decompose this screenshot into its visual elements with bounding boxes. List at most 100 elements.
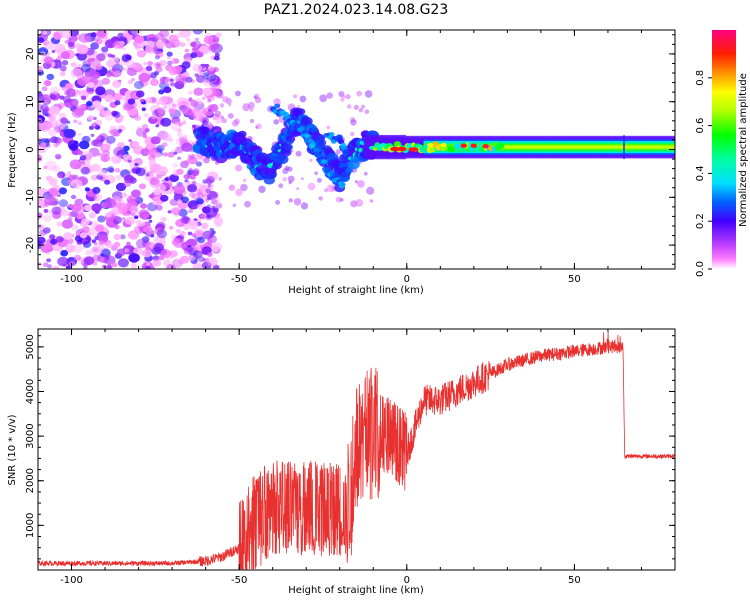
- noise-blob: [148, 219, 153, 223]
- carrier-peak: [470, 143, 477, 148]
- noise-blob: [40, 241, 51, 251]
- noise-blob: [135, 196, 144, 204]
- noise-blob: [79, 155, 87, 161]
- noise-blob: [217, 92, 224, 99]
- noise-blob: [166, 56, 171, 60]
- noise-blob: [242, 103, 251, 112]
- noise-blob: [171, 238, 181, 246]
- noise-blob: [143, 113, 149, 118]
- noise-blob: [190, 52, 198, 59]
- colorbar: 0.0 0.2 0.4 0.6 0.8 Normalized spectral ampl…: [695, 30, 749, 277]
- noise-blob: [72, 244, 84, 253]
- noise-blob: [207, 184, 211, 188]
- noise-blob: [43, 262, 49, 267]
- noise-blob: [349, 131, 355, 137]
- noise-blob: [38, 37, 45, 43]
- noise-blob: [91, 163, 101, 172]
- noise-blob: [39, 122, 51, 132]
- noise-blob: [113, 70, 122, 77]
- noise-blob: [228, 184, 235, 191]
- noise-blob: [134, 215, 139, 219]
- noise-blob: [182, 107, 193, 116]
- noise-blob: [162, 152, 169, 157]
- y-tick-label: 5000: [25, 334, 36, 359]
- noise-blob: [158, 89, 165, 95]
- noise-blob: [75, 43, 81, 48]
- noise-blob: [77, 121, 83, 126]
- noise-blob: [187, 231, 193, 236]
- noise-blob: [98, 240, 105, 246]
- noise-blob: [196, 98, 202, 103]
- noise-blob: [91, 203, 102, 213]
- noise-blob: [180, 215, 190, 224]
- noise-blob: [176, 97, 189, 107]
- noise-blob: [105, 140, 112, 147]
- noise-blob: [77, 132, 82, 137]
- y-tick-label: 10: [25, 95, 36, 108]
- noise-blob: [75, 89, 81, 95]
- noise-blob: [60, 249, 69, 257]
- x-tick-label: 0: [404, 274, 410, 285]
- noise-blob: [155, 204, 163, 211]
- noise-blob: [38, 66, 43, 73]
- noise-blob: [138, 72, 151, 83]
- y-tick-label: 1000: [25, 513, 36, 538]
- noise-blob: [197, 236, 205, 244]
- noise-blob: [135, 90, 145, 98]
- noise-blob: [293, 198, 302, 206]
- noise-blob: [213, 55, 220, 61]
- chirp-blob: [320, 159, 327, 165]
- noise-blob: [187, 110, 192, 113]
- carrier-striation: [623, 135, 625, 160]
- noise-blob: [130, 30, 143, 36]
- carrier-peak: [396, 146, 407, 152]
- noise-blob: [184, 247, 190, 252]
- noise-blob: [169, 250, 178, 258]
- noise-blob: [96, 30, 108, 40]
- colorbar-tick-label: 0.2: [695, 213, 706, 229]
- chirp-blob: [289, 125, 296, 131]
- noise-blob: [166, 51, 173, 57]
- noise-blob: [199, 45, 210, 55]
- noise-blob: [106, 135, 116, 144]
- noise-blob: [158, 95, 169, 105]
- noise-blob: [115, 174, 123, 181]
- noise-blob: [49, 86, 60, 95]
- noise-blob: [133, 80, 144, 90]
- noise-blob: [38, 262, 42, 268]
- noise-blob: [153, 242, 165, 252]
- noise-blob: [64, 40, 70, 44]
- noise-blob: [196, 51, 204, 58]
- noise-blob: [142, 225, 153, 234]
- noise-blob: [90, 32, 97, 38]
- noise-blob: [205, 178, 213, 185]
- noise-blob: [76, 52, 88, 61]
- noise-blob: [103, 255, 116, 266]
- noise-blob: [56, 138, 63, 144]
- noise-blob: [90, 42, 99, 50]
- noise-blob: [40, 142, 47, 148]
- noise-blob: [145, 46, 154, 53]
- noise-blob: [77, 150, 83, 156]
- chirp-blob: [267, 172, 276, 179]
- noise-blob: [164, 177, 169, 182]
- noise-blob: [167, 60, 173, 66]
- chirp-blob: [339, 182, 346, 187]
- noise-blob: [79, 104, 86, 109]
- noise-blob: [81, 63, 92, 73]
- noise-blob: [209, 227, 215, 232]
- noise-blob: [206, 204, 211, 209]
- carrier-halo: [679, 136, 685, 159]
- noise-blob: [209, 78, 220, 87]
- noise-blob: [106, 264, 112, 269]
- noise-blob: [125, 216, 135, 225]
- noise-blob: [113, 146, 125, 157]
- noise-blob: [182, 76, 188, 81]
- noise-blob: [57, 256, 69, 267]
- chirp-blob: [304, 133, 311, 139]
- noise-blob: [181, 120, 187, 125]
- noise-blob: [300, 177, 304, 181]
- noise-blob: [180, 255, 190, 264]
- noise-blob: [175, 219, 186, 228]
